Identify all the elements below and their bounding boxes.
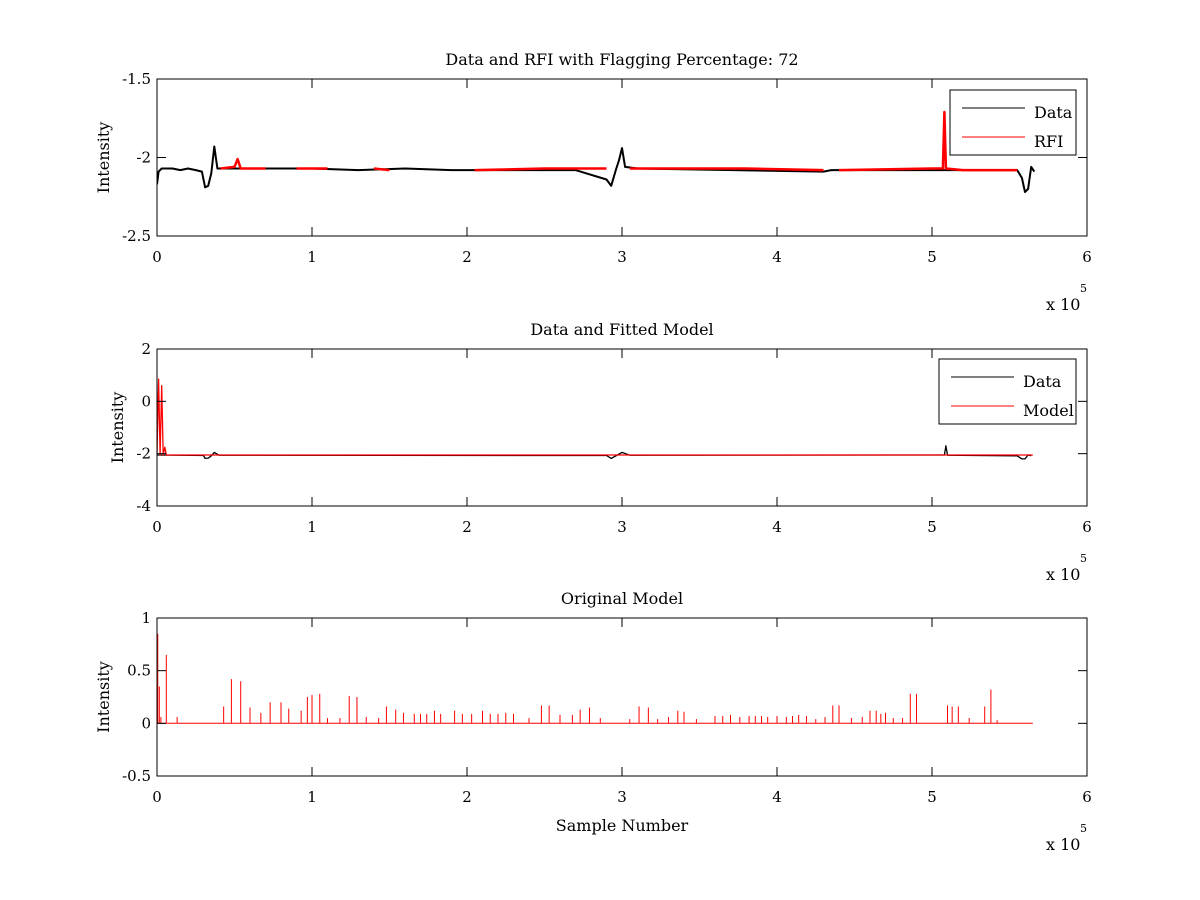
legend-box bbox=[938, 358, 1077, 425]
y-axis-label: Intensity bbox=[94, 122, 113, 194]
data-series-line bbox=[157, 145, 1036, 193]
legend: Data Model bbox=[938, 358, 1077, 425]
x-tick-label: 3 bbox=[617, 788, 627, 806]
x-tick-label: 6 bbox=[1082, 788, 1092, 806]
x-tick-label: 5 bbox=[927, 788, 937, 806]
y-axis-label: Intensity bbox=[94, 661, 113, 733]
legend-label-data: Data bbox=[1034, 103, 1073, 122]
y-tick-label: 0.5 bbox=[127, 662, 151, 680]
x-tick-label: 4 bbox=[772, 788, 782, 806]
x-tick-label: 4 bbox=[772, 248, 782, 266]
data-series-line bbox=[157, 445, 1032, 460]
rfi-series-line bbox=[838, 110, 1018, 172]
x-multiplier-exponent: 5 bbox=[1080, 552, 1087, 565]
x-tick-label: 2 bbox=[462, 248, 472, 266]
x-tick-label: 5 bbox=[927, 518, 937, 536]
chart-title: Data and Fitted Model bbox=[530, 320, 713, 339]
legend-box bbox=[949, 89, 1077, 156]
x-tick-label: 3 bbox=[617, 518, 627, 536]
y-tick-label: -2 bbox=[136, 445, 151, 463]
x-multiplier-label: x 10 bbox=[1046, 565, 1080, 584]
y-tick-label: 2 bbox=[141, 340, 151, 358]
x-tick-label: 6 bbox=[1082, 248, 1092, 266]
x-tick-label: 6 bbox=[1082, 518, 1092, 536]
legend-label-model: Model bbox=[1023, 401, 1074, 420]
x-axis-label: Sample Number bbox=[556, 816, 689, 835]
legend: Data RFI bbox=[949, 89, 1077, 156]
rfi-series-line bbox=[220, 157, 266, 170]
y-tick-label: -0.5 bbox=[122, 767, 151, 785]
rfi-series-line bbox=[629, 167, 824, 172]
x-multiplier-exponent: 5 bbox=[1080, 282, 1087, 295]
chart-panel-1: 0 1 2 3 4 5 6 -2.5 -2 -1.5 Data and RFI with Flagg… bbox=[94, 50, 1092, 314]
plot-area bbox=[157, 618, 1087, 776]
x-tick-label: 4 bbox=[772, 518, 782, 536]
x-tick-label: 5 bbox=[927, 248, 937, 266]
data-layer bbox=[157, 378, 1033, 460]
y-tick-label: -2 bbox=[136, 149, 151, 167]
chart-title: Original Model bbox=[561, 589, 683, 608]
y-tick-label: -2.5 bbox=[122, 227, 151, 245]
legend-label-data: Data bbox=[1023, 372, 1062, 391]
y-tick-label: -1.5 bbox=[122, 70, 151, 88]
x-tick-label: 1 bbox=[307, 518, 317, 536]
x-tick-label: 3 bbox=[617, 248, 627, 266]
rfi-series-line bbox=[373, 167, 390, 172]
x-multiplier-exponent: 5 bbox=[1080, 822, 1087, 835]
y-tick-label: 1 bbox=[141, 609, 151, 627]
chart-title: Data and RFI with Flagging Percentage: 7… bbox=[445, 50, 798, 69]
legend-label-rfi: RFI bbox=[1034, 132, 1063, 151]
rfi-series-line bbox=[474, 167, 607, 172]
chart-panel-2: 0 1 2 3 4 5 6 -4 -2 0 2 Data and Fitted Model Intens… bbox=[108, 320, 1092, 584]
y-tick-label: 0 bbox=[141, 392, 151, 410]
x-tick-label: 0 bbox=[152, 788, 162, 806]
data-layer bbox=[157, 633, 1033, 724]
x-tick-label: 0 bbox=[152, 518, 162, 536]
model-series-line bbox=[157, 378, 1033, 456]
x-tick-label: 1 bbox=[307, 788, 317, 806]
x-multiplier-label: x 10 bbox=[1046, 835, 1080, 854]
y-tick-label: -4 bbox=[136, 497, 151, 515]
y-tick-label: 0 bbox=[141, 714, 151, 732]
x-multiplier-label: x 10 bbox=[1046, 295, 1080, 314]
x-tick-label: 2 bbox=[462, 788, 472, 806]
data-layer bbox=[157, 110, 1036, 193]
x-tick-label: 2 bbox=[462, 518, 472, 536]
plot-area bbox=[157, 79, 1087, 236]
y-axis-label: Intensity bbox=[108, 392, 127, 464]
plot-area bbox=[157, 349, 1087, 506]
x-tick-label: 0 bbox=[152, 248, 162, 266]
x-tick-label: 1 bbox=[307, 248, 317, 266]
